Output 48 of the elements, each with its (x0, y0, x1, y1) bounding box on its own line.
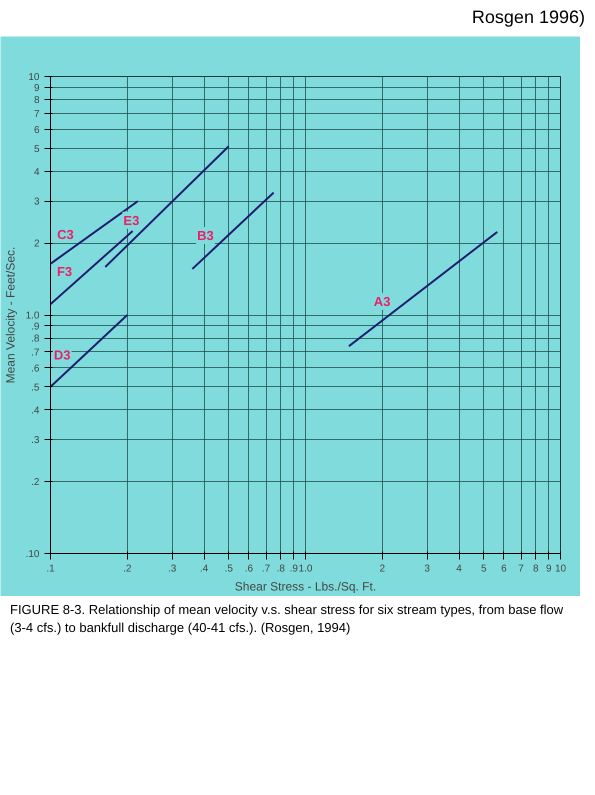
x-tick-label: 1.0 (298, 563, 313, 574)
x-tick-label: .8 (276, 563, 286, 574)
y-axis-title: Mean Velocity - Feet/Sec. (4, 246, 18, 384)
x-tick-label: 7 (518, 563, 524, 574)
x-tick-label: .4 (200, 563, 209, 574)
y-tick-label: .4 (31, 405, 40, 416)
x-tick-label: .3 (168, 563, 177, 574)
y-tick-label: 6 (34, 124, 40, 136)
y-tick-label: .3 (31, 434, 40, 446)
y-tick-label: .2 (31, 476, 40, 488)
x-tick-label: .1 (46, 563, 56, 574)
x-tick-label: 10 (554, 563, 566, 574)
series-label: B3 (197, 228, 214, 243)
series-label: D3 (54, 346, 71, 362)
y-tick-label: .8 (31, 333, 40, 344)
series-label: A3 (374, 294, 390, 309)
x-tick-label: 8 (533, 563, 540, 574)
x-axis-title: Shear Stress - Lbs./Sq. Ft. (234, 579, 376, 594)
x-tick-label: .9 (290, 563, 298, 574)
y-tick-label: 4 (34, 166, 40, 178)
series-label: E3 (123, 212, 140, 228)
y-tick-label: 8 (34, 94, 40, 106)
x-tick-label: 9 (546, 563, 552, 574)
y-tick-label: .9 (31, 321, 40, 332)
y-tick-label: 2 (34, 238, 40, 250)
y-tick-label: 1.0 (26, 310, 40, 322)
x-tick-label: 6 (501, 563, 508, 574)
y-tick-label: .10 (26, 548, 40, 560)
series-label: F3 (56, 264, 72, 279)
y-tick-label: 10 (28, 72, 40, 83)
y-tick-label: .6 (31, 363, 40, 374)
y-tick-label: .5 (31, 382, 40, 393)
x-tick-label: 5 (480, 563, 487, 574)
y-tick-label: 7 (34, 108, 40, 120)
x-tick-label: .2 (123, 563, 132, 574)
y-tick-label: 5 (34, 144, 40, 154)
y-tick-label: .7 (31, 347, 40, 358)
x-tick-label: 3 (424, 563, 430, 574)
x-tick-label: .7 (262, 563, 271, 574)
x-tick-label: 2 (379, 563, 386, 574)
series-label: C3 (57, 226, 74, 242)
x-tick-label: .5 (224, 563, 234, 574)
text: Rosgen 1996) (472, 6, 585, 29)
y-tick-label: 3 (34, 196, 40, 208)
x-tick-label: 4 (456, 563, 462, 574)
x-tick-label: .6 (244, 563, 254, 574)
y-tick-label: 9 (34, 82, 40, 94)
caption: FIGURE 8-3. Relationship of mean velocity v.s. shear stress for six stream types, from base flow (3-4 cfs.) to bankfull discharge (40-41 cfs.). (Rosgen, 1994) (10, 600, 564, 638)
